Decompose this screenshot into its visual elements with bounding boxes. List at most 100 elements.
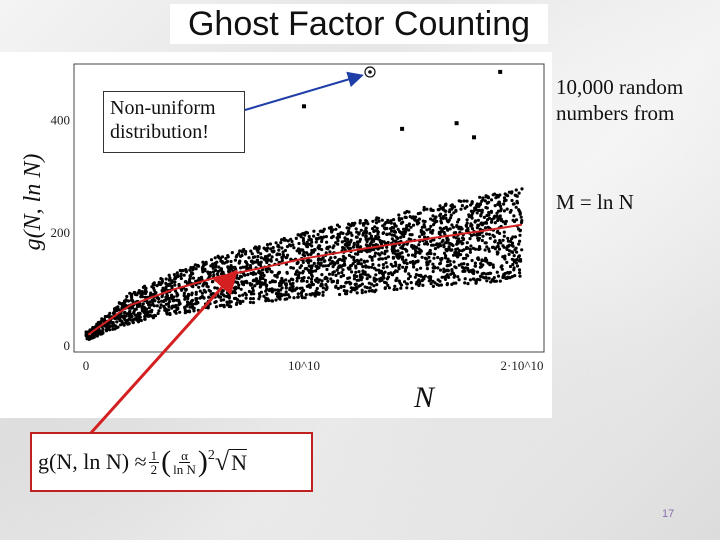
data-point bbox=[391, 264, 395, 268]
data-point bbox=[358, 273, 362, 277]
data-point bbox=[499, 209, 503, 213]
data-point bbox=[491, 265, 495, 269]
data-point bbox=[391, 251, 395, 255]
data-point bbox=[312, 261, 316, 265]
data-point bbox=[490, 278, 494, 282]
data-point bbox=[405, 261, 409, 266]
data-point bbox=[452, 211, 456, 215]
data-point bbox=[352, 277, 356, 281]
data-point bbox=[448, 259, 452, 263]
data-point bbox=[507, 243, 511, 247]
data-point bbox=[466, 282, 470, 286]
data-point bbox=[426, 260, 430, 265]
data-point bbox=[382, 240, 386, 244]
data-point bbox=[487, 210, 491, 215]
data-point bbox=[423, 274, 428, 278]
data-point bbox=[307, 264, 311, 268]
data-point bbox=[355, 230, 359, 234]
data-point bbox=[355, 245, 359, 249]
data-point bbox=[506, 270, 510, 275]
data-point bbox=[325, 240, 329, 244]
data-point bbox=[353, 221, 357, 225]
data-point bbox=[515, 199, 519, 203]
data-point bbox=[392, 287, 396, 292]
data-point bbox=[362, 223, 366, 227]
data-point bbox=[265, 270, 269, 274]
data-point bbox=[510, 275, 514, 279]
data-point bbox=[450, 203, 454, 207]
data-point bbox=[123, 311, 127, 315]
data-point bbox=[372, 266, 376, 270]
data-point bbox=[348, 223, 352, 227]
data-point bbox=[464, 229, 469, 233]
data-point bbox=[235, 301, 239, 305]
data-point bbox=[316, 232, 320, 237]
data-point bbox=[465, 245, 469, 250]
half-numerator: 1 bbox=[148, 447, 160, 463]
data-point bbox=[361, 233, 365, 237]
data-point bbox=[152, 281, 156, 285]
plot-frame bbox=[73, 63, 545, 353]
data-point bbox=[211, 266, 215, 270]
data-point bbox=[485, 245, 489, 249]
data-point bbox=[117, 301, 122, 305]
data-point bbox=[157, 297, 161, 301]
data-point bbox=[387, 286, 391, 290]
data-point bbox=[422, 231, 426, 235]
data-point bbox=[143, 288, 147, 292]
data-point bbox=[442, 251, 447, 255]
data-point bbox=[514, 205, 518, 209]
data-point bbox=[157, 300, 161, 304]
data-point bbox=[156, 311, 160, 316]
data-point bbox=[429, 207, 433, 211]
data-point bbox=[251, 301, 256, 305]
data-point bbox=[451, 225, 455, 229]
data-point bbox=[297, 251, 302, 255]
data-point bbox=[207, 288, 211, 292]
data-point bbox=[443, 277, 448, 281]
data-point bbox=[514, 188, 518, 192]
data-point bbox=[126, 322, 130, 326]
data-point bbox=[280, 246, 284, 250]
data-point bbox=[465, 199, 469, 203]
data-point bbox=[381, 275, 385, 279]
data-point bbox=[352, 243, 356, 247]
data-point bbox=[394, 224, 398, 228]
data-point bbox=[239, 287, 243, 291]
data-point bbox=[462, 199, 466, 203]
data-point bbox=[238, 249, 242, 253]
data-point bbox=[372, 239, 376, 243]
data-point bbox=[377, 257, 381, 261]
data-point bbox=[384, 256, 388, 260]
data-point bbox=[324, 264, 328, 268]
data-point bbox=[502, 234, 506, 238]
data-point bbox=[422, 223, 426, 227]
data-point bbox=[135, 304, 140, 308]
data-point bbox=[386, 220, 390, 224]
data-point bbox=[377, 263, 381, 267]
data-point bbox=[335, 281, 339, 285]
data-point bbox=[305, 251, 309, 255]
data-point bbox=[230, 251, 234, 255]
data-point bbox=[429, 224, 433, 228]
data-point bbox=[463, 277, 467, 281]
data-point bbox=[431, 214, 435, 218]
data-point bbox=[172, 298, 176, 302]
data-point bbox=[331, 279, 336, 283]
data-point bbox=[301, 260, 305, 264]
data-point bbox=[337, 235, 341, 239]
data-point bbox=[408, 215, 412, 219]
data-point bbox=[386, 275, 390, 279]
data-point bbox=[251, 297, 255, 301]
data-point bbox=[289, 277, 294, 281]
data-point bbox=[505, 207, 509, 211]
data-point bbox=[167, 304, 171, 309]
data-point bbox=[229, 259, 233, 264]
data-point bbox=[435, 242, 439, 246]
outlier-point bbox=[454, 121, 459, 126]
data-point bbox=[514, 218, 519, 222]
data-point bbox=[222, 303, 226, 307]
data-point bbox=[115, 320, 119, 324]
data-point bbox=[280, 238, 284, 242]
data-point bbox=[249, 271, 253, 275]
